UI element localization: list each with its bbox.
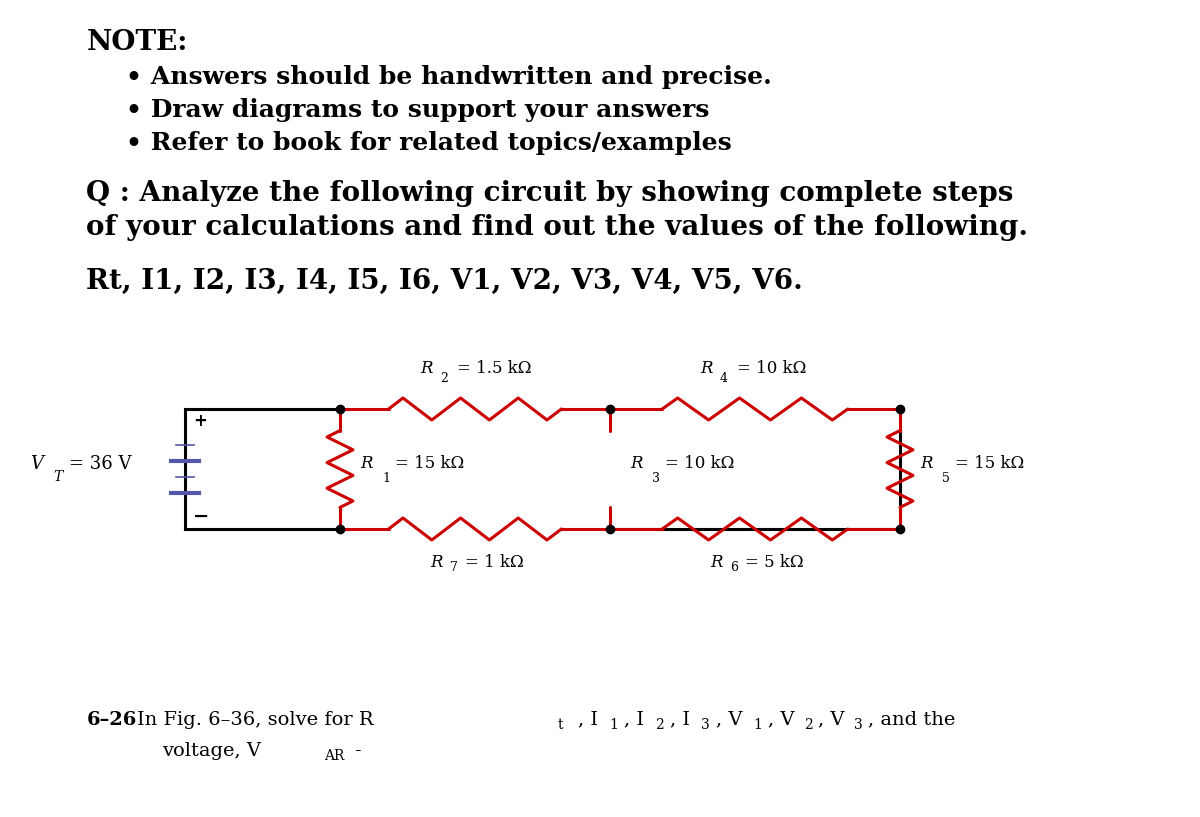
Text: 2: 2 <box>804 718 812 732</box>
Text: = 15 kΩ: = 15 kΩ <box>395 456 464 472</box>
Text: voltage, V: voltage, V <box>162 742 262 760</box>
Text: AR: AR <box>324 749 344 763</box>
Text: 6: 6 <box>730 561 738 574</box>
Text: NOTE:: NOTE: <box>86 29 187 56</box>
Text: T: T <box>53 470 62 484</box>
Text: R: R <box>360 456 372 472</box>
Text: , V: , V <box>716 711 743 729</box>
Text: = 10 kΩ: = 10 kΩ <box>737 360 806 377</box>
Text: = 36 V: = 36 V <box>70 455 132 473</box>
Text: 1: 1 <box>610 718 618 732</box>
Text: 5: 5 <box>942 472 950 485</box>
Text: 4: 4 <box>720 372 728 385</box>
Text: 3: 3 <box>701 718 709 732</box>
Text: 1: 1 <box>754 718 762 732</box>
Text: 2: 2 <box>440 372 448 385</box>
Text: of your calculations and find out the values of the following.: of your calculations and find out the va… <box>86 214 1028 241</box>
Text: , I: , I <box>578 711 599 729</box>
Text: R: R <box>630 456 642 472</box>
Text: 3: 3 <box>652 472 660 485</box>
Text: -: - <box>354 742 361 760</box>
Text: = 5 kΩ: = 5 kΩ <box>745 554 804 571</box>
Text: • Draw diagrams to support your answers: • Draw diagrams to support your answers <box>126 98 709 122</box>
Text: • Refer to book for related topics/examples: • Refer to book for related topics/examp… <box>126 131 732 154</box>
Text: R: R <box>430 554 443 571</box>
Text: , I: , I <box>670 711 690 729</box>
Text: • Answers should be handwritten and precise.: • Answers should be handwritten and prec… <box>126 65 772 89</box>
Text: 2: 2 <box>655 718 664 732</box>
Text: V: V <box>30 455 43 473</box>
Text: In Fig. 6–36, solve for R: In Fig. 6–36, solve for R <box>137 711 373 729</box>
Text: 1: 1 <box>382 472 390 485</box>
Text: = 1 kΩ: = 1 kΩ <box>466 554 523 571</box>
Text: 7: 7 <box>450 561 458 574</box>
Text: R: R <box>420 360 432 377</box>
Text: R: R <box>700 360 713 377</box>
Text: 6–26: 6–26 <box>86 711 137 729</box>
Text: Rt, I1, I2, I3, I4, I5, I6, V1, V2, V3, V4, V5, V6.: Rt, I1, I2, I3, I4, I5, I6, V1, V2, V3, … <box>86 268 803 295</box>
Text: = 10 kΩ: = 10 kΩ <box>665 456 734 472</box>
Text: R: R <box>920 456 932 472</box>
Text: , V: , V <box>768 711 794 729</box>
Text: , V: , V <box>818 711 845 729</box>
Text: Q : Analyze the following circuit by showing complete steps: Q : Analyze the following circuit by sho… <box>86 180 1014 207</box>
Text: = 1.5 kΩ: = 1.5 kΩ <box>457 360 532 377</box>
Text: +: + <box>193 412 206 430</box>
Text: 3: 3 <box>854 718 863 732</box>
Text: = 15 kΩ: = 15 kΩ <box>955 456 1025 472</box>
Text: , I: , I <box>624 711 644 729</box>
Text: −: − <box>193 507 209 525</box>
Text: R: R <box>710 554 722 571</box>
Text: t: t <box>558 718 564 732</box>
Text: , and the: , and the <box>868 711 955 729</box>
